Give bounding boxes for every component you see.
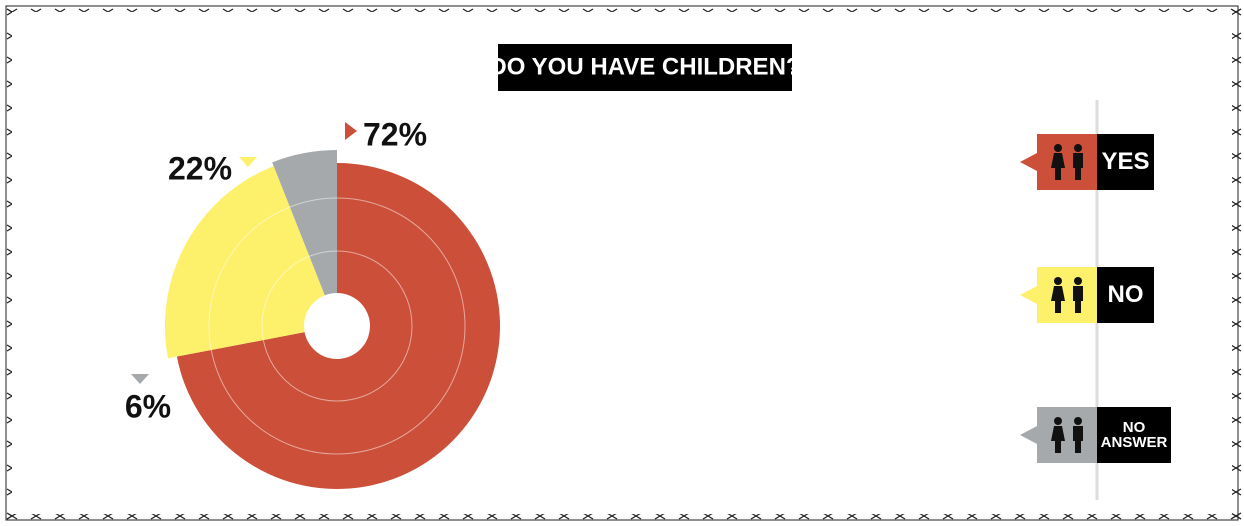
legend-swatch: [1037, 134, 1097, 190]
legend-swatch: [1037, 267, 1097, 323]
legend-icon: [1074, 277, 1082, 285]
legend-icon: [1054, 144, 1062, 152]
border-marks: [0, 514, 1244, 526]
legend-icon: [1054, 277, 1062, 285]
legend-icon: [1051, 286, 1065, 313]
legend-label-box: [1097, 407, 1171, 463]
legend-label-box: [1097, 134, 1154, 190]
value-label: 6%: [125, 388, 171, 424]
label-pointer: [239, 157, 257, 167]
legend-icon: [1054, 417, 1062, 425]
border-marks: [0, 0, 1244, 12]
legend-label-wrap: NO: [1107, 281, 1144, 308]
chart-title: DO YOU HAVE CHILDREN?: [489, 53, 800, 80]
legend-pointer: [1020, 426, 1037, 444]
legend-label-wrap: YES: [1101, 148, 1150, 175]
decor-ring: [261, 250, 413, 402]
border-marks: [0, 0, 12, 526]
pie-slice: [165, 166, 325, 359]
value-label: 22%: [168, 150, 232, 186]
decor-ring: [208, 197, 466, 455]
legend-label-wrap: NO ANSWER: [1100, 419, 1168, 451]
title-box: [498, 44, 792, 91]
legend-pointer: [1020, 153, 1037, 171]
pie-slice: [176, 163, 500, 490]
legend-pointer: [1020, 286, 1037, 304]
border-marks: [1232, 0, 1244, 526]
legend-icon: [1051, 426, 1065, 453]
label-pointer: [131, 374, 149, 384]
legend-icon: [1073, 286, 1083, 313]
label-pointer: [345, 122, 357, 140]
pie-slice: [272, 150, 337, 296]
legend-icon: [1073, 426, 1083, 453]
legend-label: NO: [1107, 281, 1144, 308]
legend-label-box: [1097, 267, 1154, 323]
legend-icon: [1051, 153, 1065, 180]
legend-swatch: [1037, 407, 1097, 463]
legend-icon: [1074, 417, 1082, 425]
legend-icon: [1073, 153, 1083, 180]
legend-label: NO ANSWER: [1100, 419, 1168, 451]
legend-icon: [1074, 144, 1082, 152]
legend-label: YES: [1101, 148, 1150, 175]
value-label: 72%: [363, 116, 427, 152]
